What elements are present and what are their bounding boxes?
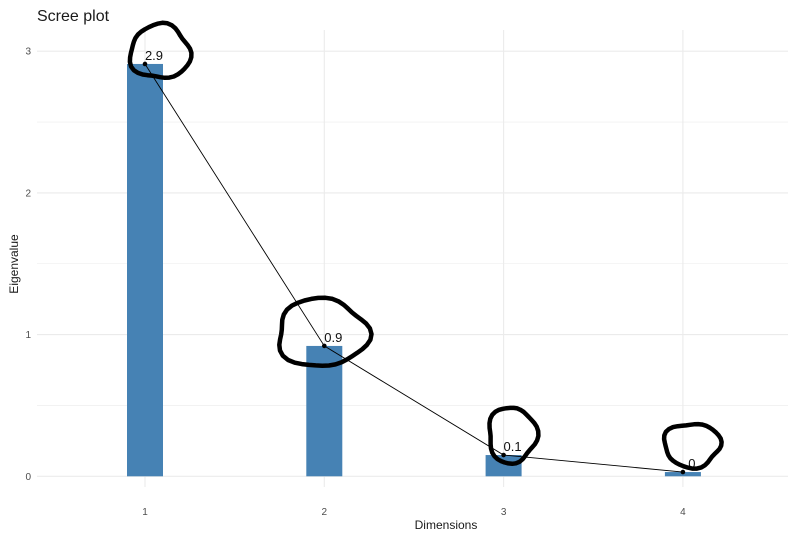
- x-tick-label: 2: [322, 507, 328, 518]
- hand-drawn-circle: [127, 20, 194, 81]
- data-label: 0.1: [504, 439, 522, 454]
- hand-drawn-annotations: [127, 20, 724, 471]
- data-point: [680, 469, 686, 475]
- series-line: [144, 63, 683, 473]
- data-label: 0: [688, 456, 695, 471]
- y-tick-label: 2: [25, 188, 31, 199]
- y-axis-title: Eigenvalue: [7, 234, 21, 294]
- y-axis-ticks: 0 1 2 3: [25, 47, 31, 483]
- bar: [127, 63, 163, 477]
- y-tick-label: 0: [25, 472, 31, 483]
- y-tick-label: 1: [25, 330, 31, 341]
- bars: [127, 63, 701, 477]
- bar: [485, 455, 522, 477]
- data-point: [142, 61, 148, 67]
- y-tick-label: 3: [25, 47, 31, 58]
- data-point: [501, 452, 506, 458]
- x-tick-label: 1: [142, 507, 148, 518]
- data-label: 0.9: [324, 330, 342, 345]
- x-axis-title: Dimensions: [415, 518, 478, 532]
- chart-title: Scree plot: [37, 8, 110, 25]
- data-label: 2.9: [145, 48, 163, 63]
- data-labels: 2.9 0.9 0.1 0: [145, 48, 696, 471]
- hand-drawn-circle: [487, 405, 541, 467]
- points: [142, 61, 686, 475]
- hand-drawn-circle: [277, 295, 374, 368]
- data-point: [322, 343, 327, 349]
- x-axis-ticks: 1 2 3 4: [142, 507, 686, 518]
- hand-drawn-circle: [661, 421, 724, 471]
- series-polyline: [144, 63, 683, 473]
- x-tick-label: 3: [501, 507, 507, 518]
- x-tick-label: 4: [680, 507, 686, 518]
